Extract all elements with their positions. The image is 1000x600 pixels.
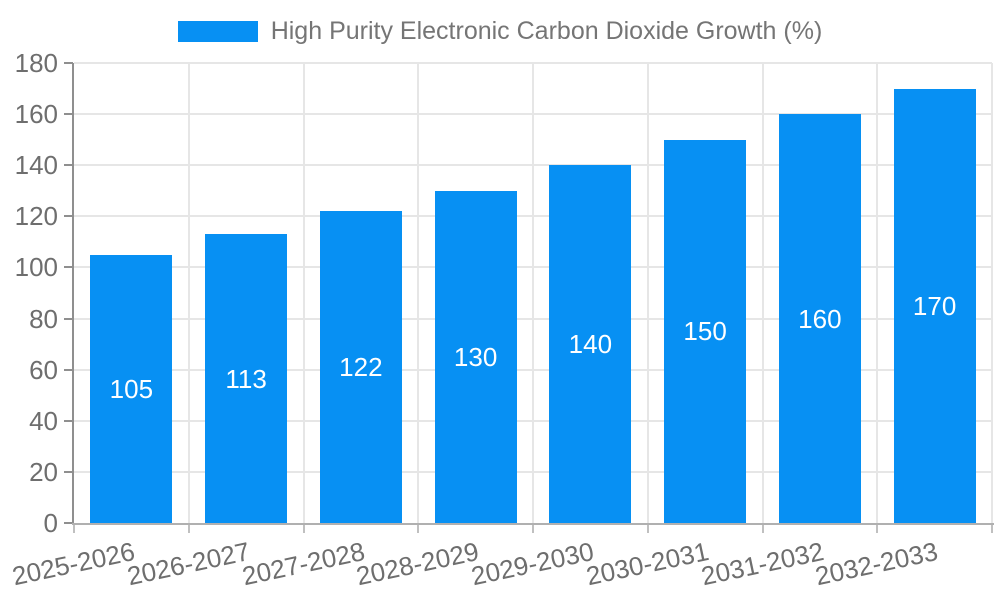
- x-tick-mark: [991, 523, 993, 533]
- x-tick-label: 2025-2026: [9, 536, 138, 592]
- x-tick-mark: [646, 523, 649, 533]
- y-tick-mark: [64, 164, 73, 167]
- x-tick-label: 2029-2030: [468, 536, 597, 592]
- x-tick-mark: [187, 523, 190, 533]
- y-tick-mark: [64, 266, 73, 269]
- bar-value-label: 122: [339, 352, 383, 383]
- y-tick-mark: [64, 215, 73, 218]
- y-tick-label: 120: [14, 201, 58, 232]
- y-tick-label: 40: [29, 405, 58, 436]
- legend[interactable]: High Purity Electronic Carbon Dioxide Gr…: [0, 18, 1000, 45]
- x-tick-label: 2026-2027: [124, 536, 253, 592]
- bar-value-label: 105: [109, 373, 154, 404]
- bar: [205, 234, 288, 523]
- grid-line-v: [187, 63, 190, 523]
- legend-label: High Purity Electronic Carbon Dioxide Gr…: [270, 17, 823, 45]
- legend-swatch: [177, 21, 258, 42]
- x-tick-mark: [73, 523, 75, 533]
- y-tick-mark: [64, 317, 73, 320]
- bar-value-label: 130: [453, 341, 498, 372]
- y-tick-label: 160: [14, 99, 58, 130]
- grid-line-v: [417, 63, 420, 523]
- grid-line-v: [876, 63, 879, 523]
- bar-value-label: 160: [798, 303, 842, 334]
- grid-line-v: [761, 63, 764, 523]
- x-tick-mark: [417, 523, 420, 533]
- bar: [549, 165, 632, 523]
- y-tick-mark: [64, 113, 73, 116]
- x-tick-label: 2028-2029: [353, 536, 482, 592]
- grid-line-v: [302, 63, 305, 523]
- y-tick-label: 100: [14, 252, 58, 283]
- bar-value-label: 113: [225, 363, 267, 394]
- grid-line-v: [532, 63, 534, 523]
- y-tick-mark: [64, 470, 73, 473]
- bar: [90, 254, 173, 523]
- bar: [893, 88, 976, 523]
- y-tick-label: 60: [29, 354, 58, 385]
- x-tick-label: 2032-2033: [812, 536, 941, 592]
- x-tick-mark: [302, 523, 305, 533]
- y-tick-label: 0: [43, 508, 58, 538]
- grid-line-v: [991, 63, 993, 523]
- bar: [434, 190, 517, 523]
- x-tick-mark: [532, 523, 534, 533]
- y-tick-label: 140: [14, 150, 58, 181]
- x-tick-mark: [761, 523, 764, 533]
- bar-value-label: 170: [912, 290, 957, 321]
- x-tick-mark: [876, 523, 879, 533]
- bar: [778, 114, 861, 523]
- x-tick-label: 2027-2028: [239, 536, 367, 592]
- x-tick-label: 2031-2032: [698, 536, 826, 592]
- y-tick-label: 20: [29, 456, 58, 487]
- grid-line-v: [646, 63, 649, 523]
- y-tick-label: 80: [29, 303, 58, 334]
- y-tick-mark: [64, 368, 73, 371]
- bar: [319, 211, 402, 523]
- y-tick-label: 180: [14, 48, 58, 78]
- bar-value-label: 140: [568, 329, 613, 360]
- x-tick-label: 2030-2031: [583, 536, 712, 592]
- bar-value-label: 150: [683, 316, 727, 347]
- y-tick-mark: [64, 62, 73, 64]
- y-axis-line: [72, 63, 74, 525]
- y-tick-mark: [64, 419, 73, 422]
- x-axis-line: [72, 523, 994, 525]
- bar: [664, 139, 747, 523]
- y-tick-mark: [64, 522, 73, 524]
